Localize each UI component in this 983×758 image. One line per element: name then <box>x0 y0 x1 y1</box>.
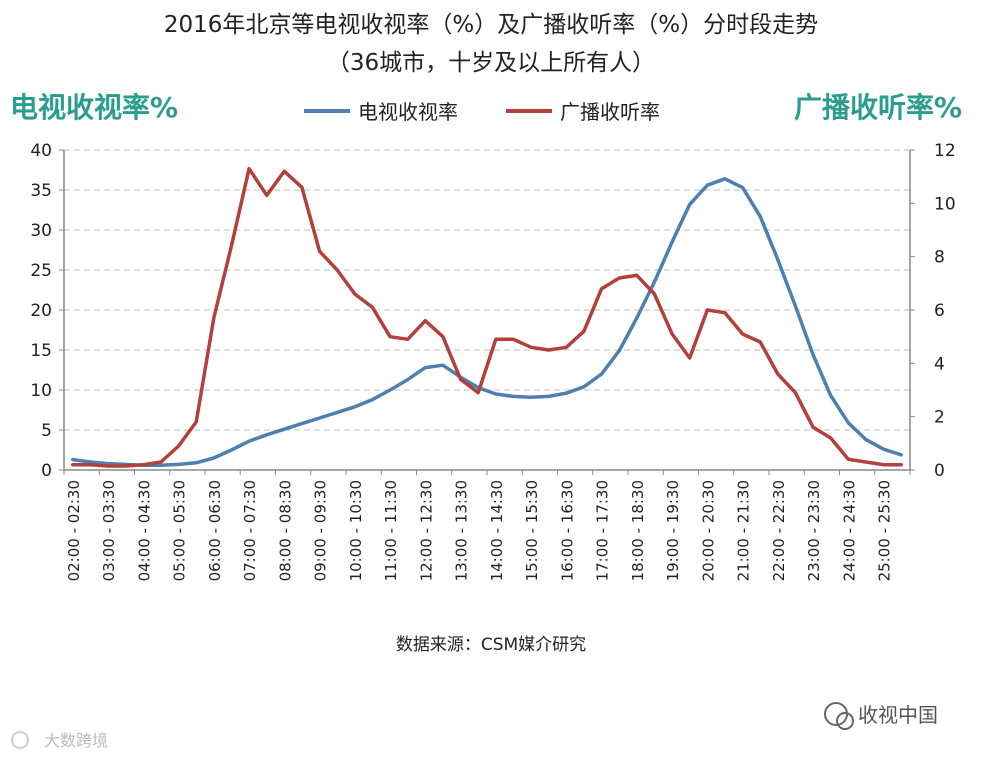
x-tick-label: 20:00 - 20:30 <box>699 480 717 581</box>
y-ticks-right: 0 2 4 6 8 10 12 <box>910 141 956 481</box>
y-ticks-left: 0 5 10 15 20 25 30 35 40 <box>30 141 64 481</box>
legend-tv-label: 电视收视率 <box>358 100 458 124</box>
x-tick-label: 22:00 - 22:30 <box>770 480 788 581</box>
legend: 电视收视率 广播收听率 <box>304 100 660 124</box>
right-axis-title: 广播收听率% <box>794 91 962 124</box>
chart-subtitle: （36城市，十岁及以上所有人） <box>327 50 655 76</box>
y-tick-label-right: 10 <box>934 194 956 214</box>
x-tick-label: 21:00 - 21:30 <box>735 480 753 581</box>
watermark-left-text: 大数跨境 <box>44 731 108 750</box>
x-tick-label: 16:00 - 16:30 <box>558 480 576 581</box>
x-tick-label: 06:00 - 06:30 <box>206 480 224 581</box>
x-tick-label: 10:00 - 10:30 <box>347 480 365 581</box>
y-tick-label-left: 20 <box>30 301 52 321</box>
y-tick-label-right: 4 <box>934 354 945 374</box>
series <box>71 166 903 468</box>
y-tick-label-right: 0 <box>934 461 945 481</box>
y-tick-label-left: 15 <box>30 341 52 361</box>
y-tick-label-right: 12 <box>934 141 956 161</box>
watermark-right: 收视中国 <box>824 702 938 730</box>
x-tick-label: 12:00 - 12:30 <box>417 480 435 581</box>
y-tick-label-left: 25 <box>30 261 52 281</box>
y-tick-label-left: 40 <box>30 141 52 161</box>
x-ticks: 02:00 - 02:30 03:00 - 03:30 04:00 - 04:30 0… <box>63 470 911 581</box>
x-tick-label: 02:00 - 02:30 <box>65 480 83 581</box>
y-tick-label-left: 5 <box>41 421 52 441</box>
series-line-tv <box>71 177 903 467</box>
x-tick-label: 17:00 - 17:30 <box>594 480 612 581</box>
y-tick-label-right: 8 <box>934 248 945 268</box>
chart-title: 2016年北京等电视收视率（%）及广播收听率（%）分时段走势 <box>164 12 818 38</box>
gridlines <box>64 149 910 431</box>
x-tick-label: 05:00 - 05:30 <box>171 480 189 581</box>
series-line-radio <box>71 166 903 468</box>
x-tick-label: 18:00 - 18:30 <box>629 480 647 581</box>
y-tick-label-right: 2 <box>934 408 945 428</box>
x-tick-label: 04:00 - 04:30 <box>135 480 153 581</box>
x-tick-label: 24:00 - 24:30 <box>840 480 858 581</box>
x-tick-label: 23:00 - 23:30 <box>805 480 823 581</box>
y-tick-label-left: 35 <box>30 181 52 201</box>
x-tick-label: 25:00 - 25:30 <box>876 480 894 581</box>
wechat-icon-small <box>836 712 854 730</box>
x-tick-label: 19:00 - 19:30 <box>664 480 682 581</box>
y-tick-label-left: 10 <box>30 381 52 401</box>
x-tick-label: 11:00 - 11:30 <box>382 480 400 581</box>
watermark-right-text: 收视中国 <box>858 703 938 727</box>
watermark-left: 大数跨境 <box>11 731 108 750</box>
y-tick-label-right: 6 <box>934 301 945 321</box>
x-tick-label: 08:00 - 08:30 <box>276 480 294 581</box>
source-note: 数据来源：CSM媒介研究 <box>396 635 586 655</box>
x-tick-label: 07:00 - 07:30 <box>241 480 259 581</box>
y-tick-label-left: 0 <box>41 461 52 481</box>
legend-radio-label: 广播收听率 <box>560 100 660 124</box>
x-tick-label: 13:00 - 13:30 <box>453 480 471 581</box>
left-axis-title: 电视收视率% <box>10 91 178 124</box>
x-tick-label: 15:00 - 15:30 <box>523 480 541 581</box>
x-tick-label: 09:00 - 09:30 <box>312 480 330 581</box>
x-tick-label: 14:00 - 14:30 <box>488 480 506 581</box>
logo-icon <box>11 731 29 749</box>
y-tick-label-left: 30 <box>30 221 52 241</box>
x-tick-label: 03:00 - 03:30 <box>100 480 118 581</box>
